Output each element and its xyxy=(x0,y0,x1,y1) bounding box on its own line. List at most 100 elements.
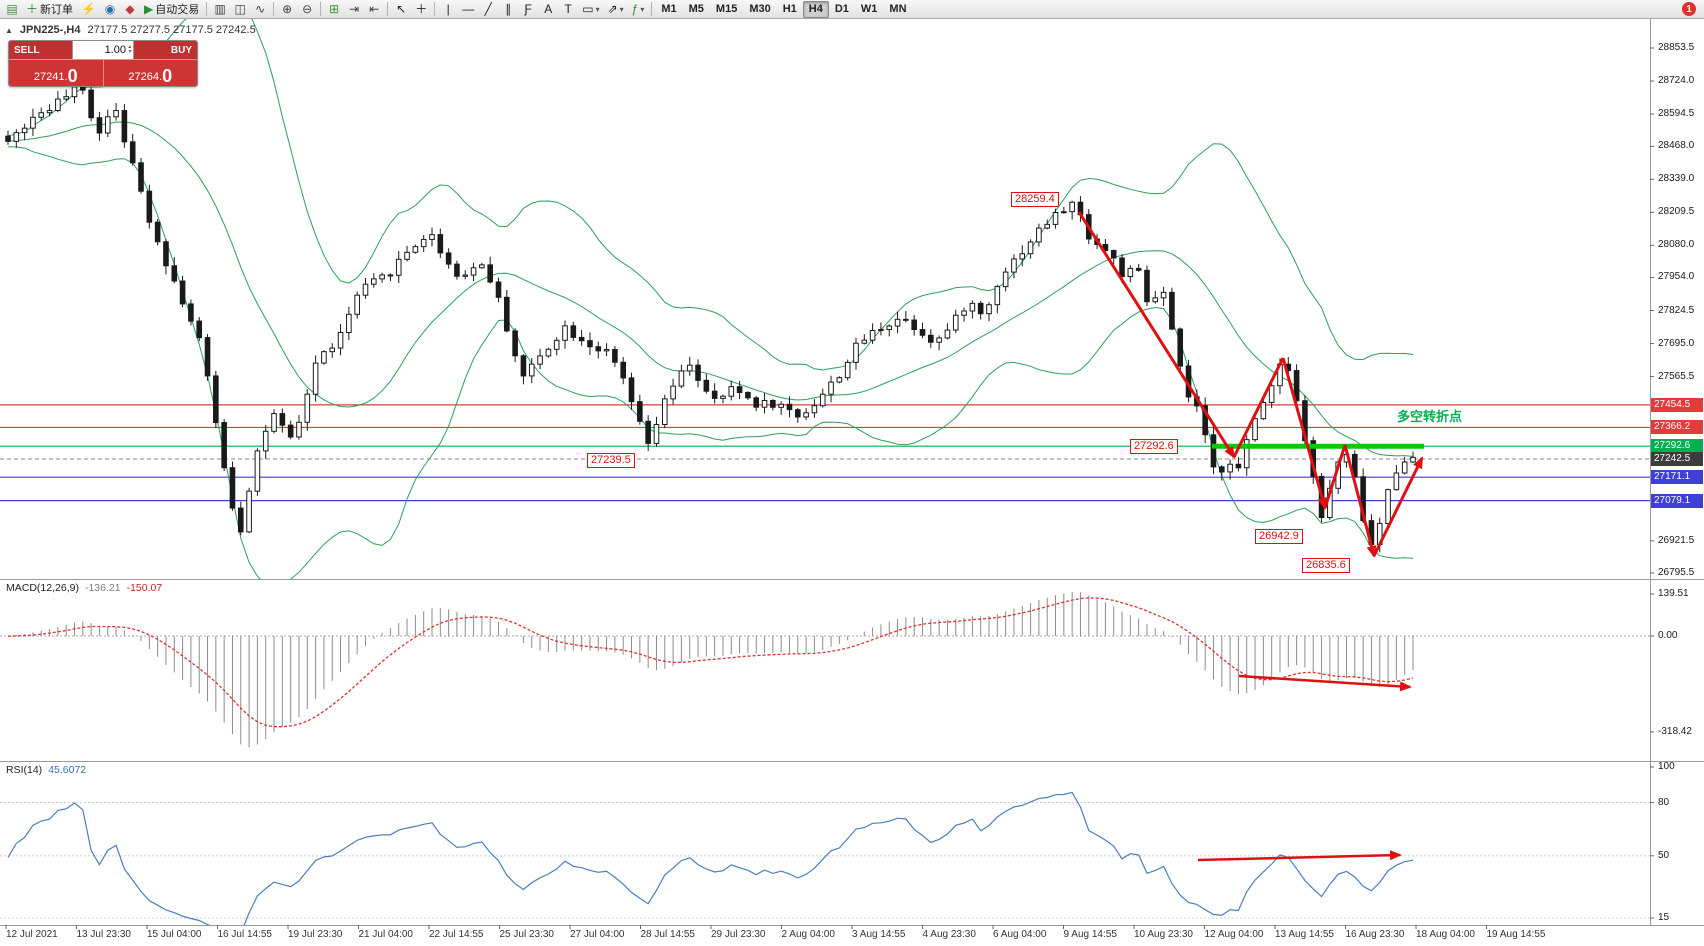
bar-chart-icon: ▥ xyxy=(214,2,226,16)
toolbar-shapes-button[interactable]: ▭ ▾ xyxy=(578,1,603,18)
toolbar-arrows-button[interactable]: ⇗ ▾ xyxy=(604,1,628,18)
toolbar-text-button[interactable]: A xyxy=(538,1,558,18)
toolbar-tf-w1-button[interactable]: W1 xyxy=(855,1,884,18)
price-axis-tag: 27079.1 xyxy=(1651,493,1703,508)
macd-name: MACD(12,26,9) xyxy=(6,582,79,594)
toolbar-tf-h4-button[interactable]: H4 xyxy=(802,0,829,18)
auto-scroll-icon: ⇥ xyxy=(349,2,360,16)
price-digits: 27241. xyxy=(33,71,68,83)
time-axis-label: 13 Jul 23:30 xyxy=(76,929,132,940)
toolbar-crosshair-button[interactable]: ＋ xyxy=(411,1,431,18)
toolbar-zoom-out-button[interactable]: ⊖ xyxy=(297,1,317,18)
tf-h4-label: H4 xyxy=(808,3,823,15)
symbol-name: JPN225-,H4 xyxy=(19,24,81,36)
toolbar-vertical-line-button[interactable]: | xyxy=(438,1,458,18)
toolbar-cursor-button[interactable]: ↖ xyxy=(391,1,411,18)
toolbar-tf-d1-button[interactable]: D1 xyxy=(829,1,855,18)
toolbar-metaeditor-button[interactable]: ⚡ xyxy=(77,1,100,18)
buy-button[interactable]: BUY xyxy=(134,41,197,59)
zoom-out-icon: ⊖ xyxy=(302,2,313,16)
swing-price-label: 26942.9 xyxy=(1255,529,1303,544)
buy-price[interactable]: 27264. 0 xyxy=(103,60,197,86)
volume-field[interactable]: 1.00 ▴ ▾ xyxy=(72,41,134,59)
volume-spinner[interactable]: ▴ ▾ xyxy=(127,44,131,55)
toolbar-tf-m30-button[interactable]: M30 xyxy=(743,1,776,18)
time-axis-label: 3 Aug 14:55 xyxy=(852,929,906,940)
spinner-up-icon[interactable]: ▴ xyxy=(127,44,131,50)
macd-axis-label: 139.51 xyxy=(1658,588,1689,599)
text-icon: A xyxy=(544,2,553,16)
rsi-value: 45.6072 xyxy=(48,764,87,776)
toolbar-chart-shift-button[interactable]: ⇤ xyxy=(364,1,384,18)
sell-price[interactable]: 27241. 0 xyxy=(9,60,104,86)
tf-m5-label: M5 xyxy=(688,3,704,15)
toolbar-tf-m5-button[interactable]: M5 xyxy=(683,1,710,18)
rsi-axis-label: 80 xyxy=(1658,796,1670,808)
price-axis-label: 28339.0 xyxy=(1658,173,1695,185)
toolbar-new-chart-button[interactable]: ▤ xyxy=(2,1,22,18)
price-big-digit: 0 xyxy=(67,66,78,86)
macd-signal-value: -150.07 xyxy=(126,582,163,594)
time-axis-label: 10 Aug 23:30 xyxy=(1134,929,1193,940)
autotrading-label: 自动交易 xyxy=(155,4,200,16)
spinner-down-icon[interactable]: ▾ xyxy=(127,49,131,55)
time-axis-label: 16 Jul 14:55 xyxy=(217,929,273,940)
tile-windows-icon: ⊞ xyxy=(329,2,340,16)
toolbar-separator xyxy=(206,2,208,16)
toolbar-tf-mn-button[interactable]: MN xyxy=(883,1,912,18)
toolbar-candlestick-chart-button[interactable]: ◫ xyxy=(230,1,250,18)
toolbar-line-chart-button[interactable]: ∿ xyxy=(250,1,270,18)
notification-badge[interactable]: 1 xyxy=(1682,2,1696,16)
fibonacci-icon: Ƒ xyxy=(524,2,532,16)
time-axis-label: 12 Jul 2021 xyxy=(6,929,58,940)
time-axis-label: 28 Jul 14:55 xyxy=(640,929,696,940)
toolbar-text-label-button[interactable]: T xyxy=(558,1,578,18)
toolbar-separator xyxy=(273,2,275,16)
toolbar-tf-m15-button[interactable]: M15 xyxy=(710,1,743,18)
market-icon: ◆ xyxy=(125,2,135,16)
price-axis-label: 26795.5 xyxy=(1658,567,1695,578)
toolbar-auto-scroll-button[interactable]: ⇥ xyxy=(344,1,364,18)
time-axis-label: 25 Jul 23:30 xyxy=(499,929,555,940)
price-axis-label: 28594.5 xyxy=(1658,108,1695,120)
toolbar-trendline-button[interactable]: ╱ xyxy=(478,1,498,18)
toolbar-equidistant-channel-button[interactable]: ∥ xyxy=(498,1,518,18)
label-icon: T xyxy=(564,2,572,16)
toolbar-zoom-in-button[interactable]: ⊕ xyxy=(277,1,297,18)
toolbar-autotrading-button[interactable]: ▶ 自动交易 xyxy=(140,1,203,18)
toolbar-fibonacci-button[interactable]: Ƒ xyxy=(518,1,538,18)
toolbar-market-button[interactable]: ◆ xyxy=(120,1,140,18)
time-axis-label: 19 Aug 14:55 xyxy=(1486,929,1546,940)
toolbar-new-order-button[interactable]: ＋新订单 xyxy=(22,1,77,18)
rsi-axis-label: 15 xyxy=(1658,912,1670,923)
rsi-indicator-label: RSI(14) 45.6072 xyxy=(6,764,86,776)
price-axis-label: 28468.0 xyxy=(1658,140,1695,152)
toolbar-tile-windows-button[interactable]: ⊞ xyxy=(324,1,344,18)
toolbar-indicators-button[interactable]: ƒ ▾ xyxy=(628,1,649,18)
price-axis-label: 27565.5 xyxy=(1658,370,1695,382)
price-axis-label: 27824.5 xyxy=(1658,304,1695,316)
sell-button[interactable]: SELL xyxy=(9,41,72,59)
vertical-line-icon: | xyxy=(446,2,450,16)
volume-value[interactable]: 1.00 xyxy=(104,44,126,56)
indicators-icon: ƒ xyxy=(631,2,639,16)
toolbar-tf-h1-button[interactable]: H1 xyxy=(777,1,803,18)
price-axis-label: 28853.5 xyxy=(1658,42,1695,53)
shapes-icon: ▭ xyxy=(582,2,594,16)
toolbar-horizontal-line-button[interactable]: — xyxy=(458,1,478,18)
one-click-trading-panel: SELL 1.00 ▴ ▾ BUY 27241. 0 27264. 0 xyxy=(8,40,198,87)
horizontal-line-icon: — xyxy=(462,2,475,16)
price-digits: 27264. xyxy=(128,71,163,83)
swing-price-label: 27239.5 xyxy=(587,453,635,468)
arrows-icon: ⇗ xyxy=(607,2,618,16)
time-axis-label: 21 Jul 04:00 xyxy=(358,929,414,940)
toolbar-community-button[interactable]: ◉ xyxy=(100,1,120,18)
price-axis-tag: 27292.6 xyxy=(1651,439,1703,454)
toolbar-bar-chart-button[interactable]: ▥ xyxy=(210,1,230,18)
one-click-panel-toggle-icon[interactable]: ▲ xyxy=(5,25,13,35)
time-axis-label: 4 Aug 23:30 xyxy=(922,929,976,940)
toolbar-tf-m1-button[interactable]: M1 xyxy=(655,1,682,18)
candlestick-icon: ◫ xyxy=(234,2,246,16)
time-axis-label: 2 Aug 04:00 xyxy=(781,929,835,940)
